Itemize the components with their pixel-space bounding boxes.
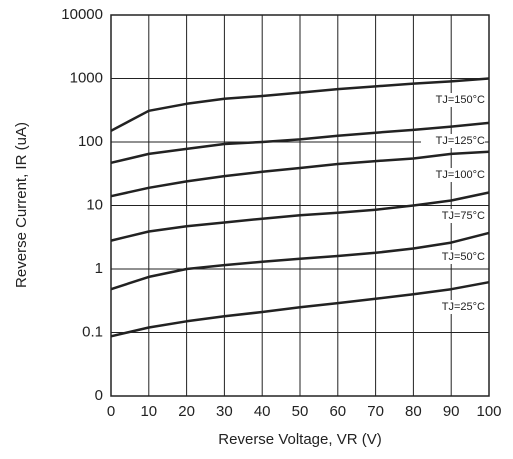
y-axis-label: Reverse Current, IR (uA) xyxy=(13,122,30,288)
series-label: TJ=125°C xyxy=(436,135,485,147)
label-bg xyxy=(421,209,485,223)
x-axis-label: Reverse Voltage, VR (V) xyxy=(218,431,381,448)
x-tick-label: 70 xyxy=(367,403,384,420)
series-label: TJ=75°C xyxy=(442,210,485,222)
x-tick-label: 80 xyxy=(405,403,422,420)
series-line xyxy=(110,121,490,165)
x-tick-label: 100 xyxy=(476,403,501,420)
y-tick-label: 10 xyxy=(86,196,103,213)
label-bg xyxy=(421,134,485,148)
label-bg xyxy=(421,300,485,314)
x-tick-label: 50 xyxy=(292,403,309,420)
series-line xyxy=(110,280,490,338)
x-tick-label: 40 xyxy=(254,403,271,420)
series-line xyxy=(110,231,490,291)
y-tick-label: 0.1 xyxy=(82,323,103,340)
x-tick-label: 30 xyxy=(216,403,233,420)
series-label: TJ=100°C xyxy=(436,169,485,181)
series-label: TJ=50°C xyxy=(442,251,485,263)
series-label: TJ=25°C xyxy=(442,301,485,313)
x-tick-label: 0 xyxy=(107,403,115,420)
y-tick-label: 1 xyxy=(95,260,103,277)
x-tick-label: 20 xyxy=(178,403,195,420)
x-tick-label: 10 xyxy=(140,403,157,420)
y-tick-label: 0 xyxy=(95,387,103,404)
y-tick-label: 100 xyxy=(78,133,103,150)
label-bg xyxy=(421,93,485,107)
y-tick-label: 1000 xyxy=(70,69,103,86)
series-line xyxy=(110,191,490,242)
plot-frame xyxy=(110,14,490,397)
x-tick-label: 60 xyxy=(329,403,346,420)
series-line xyxy=(110,150,490,198)
label-bg xyxy=(421,168,485,182)
label-bg xyxy=(421,250,485,264)
series-label: TJ=150°C xyxy=(436,94,485,106)
y-tick-label: 10000 xyxy=(61,6,103,23)
x-tick-label: 90 xyxy=(443,403,460,420)
series-line xyxy=(110,77,490,132)
